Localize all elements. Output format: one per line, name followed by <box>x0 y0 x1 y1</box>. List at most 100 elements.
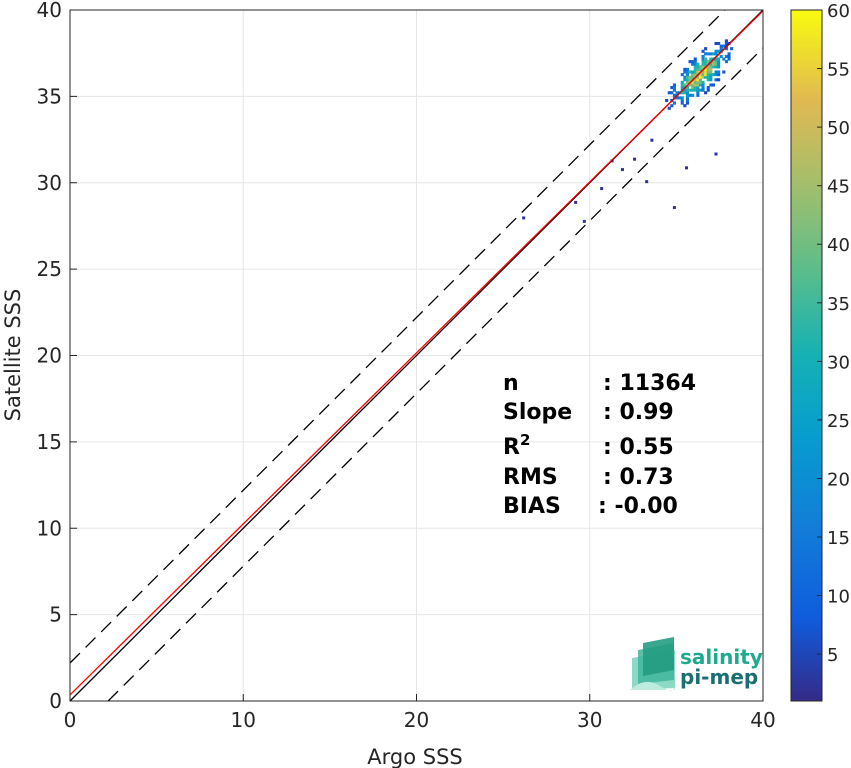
density-cell <box>685 101 690 105</box>
density-cell <box>709 70 713 74</box>
density-cell <box>706 78 710 82</box>
density-cell <box>719 44 723 48</box>
stat-value: : 11364 <box>603 371 696 396</box>
density-cell <box>633 157 637 161</box>
density-cell <box>704 70 708 74</box>
y-tick-label: 30 <box>37 171 62 195</box>
density-cell <box>672 88 677 92</box>
density-cell <box>698 67 702 71</box>
density-cell <box>665 98 669 103</box>
density-cell <box>706 52 710 56</box>
density-cloud <box>522 39 734 223</box>
density-cell <box>670 104 674 108</box>
density-cell <box>711 62 715 66</box>
density-cell <box>693 73 697 77</box>
y-tick-label: 35 <box>37 84 62 108</box>
density-cell <box>691 70 695 74</box>
density-cell <box>696 93 700 97</box>
density-cell <box>672 93 677 97</box>
logo-waves-icon <box>630 637 675 691</box>
density-cell <box>701 73 705 77</box>
stat-value: : 0.73 <box>603 465 674 490</box>
density-cell <box>685 98 690 103</box>
colorbar-tick-label: 5 <box>827 645 838 666</box>
x-tick-label: 0 <box>64 708 77 732</box>
stat-value: : -0.00 <box>598 494 678 519</box>
density-cell <box>685 70 690 74</box>
y-tick-label: 15 <box>37 430 62 454</box>
density-cell <box>688 93 692 97</box>
y-axis-label: Satellite SSS <box>1 289 25 422</box>
density-cell <box>600 187 604 191</box>
density-cell <box>714 78 718 82</box>
density-cell <box>688 70 692 74</box>
density-cell <box>685 93 690 97</box>
y-tick-label: 20 <box>37 344 62 368</box>
colorbar-tick-label: 50 <box>827 118 850 139</box>
colorbar-tick-label: 60 <box>827 1 850 22</box>
density-cell <box>714 73 718 77</box>
density-cell <box>672 86 677 90</box>
dashed-bound-line <box>107 47 764 702</box>
density-cell <box>706 70 710 74</box>
density-cell <box>727 57 731 61</box>
density-cell <box>714 41 718 46</box>
density-cell <box>683 70 687 74</box>
density-cell <box>645 180 649 184</box>
density-cell <box>667 91 671 95</box>
density-cell <box>704 47 708 51</box>
density-cell <box>724 60 728 64</box>
density-cell <box>685 73 690 77</box>
density-cell <box>709 83 713 87</box>
density-cell <box>670 86 674 90</box>
colorbar-tick-label: 55 <box>827 60 850 81</box>
density-cell <box>672 83 677 87</box>
y-tick-label: 25 <box>37 257 62 281</box>
density-cell <box>667 106 671 110</box>
colorbar-tick-label: 10 <box>827 587 850 608</box>
density-cell <box>693 57 697 61</box>
density-cell <box>696 88 700 92</box>
density-cell <box>693 60 697 64</box>
density-cell <box>701 54 705 59</box>
density-cell <box>680 98 684 103</box>
density-cell <box>717 57 721 61</box>
density-cell <box>693 62 697 66</box>
density-cell <box>683 83 687 87</box>
density-cell <box>706 88 710 92</box>
density-cell <box>650 138 654 142</box>
density-cell <box>620 168 624 172</box>
density-cell <box>698 75 702 79</box>
density-cell <box>688 88 692 92</box>
density-cell <box>722 70 726 74</box>
density-cell <box>717 73 721 77</box>
density-cell <box>717 41 721 46</box>
density-cell <box>701 60 705 64</box>
colorbar-gradient <box>790 9 823 702</box>
density-cell <box>701 57 705 61</box>
density-cell <box>706 86 710 90</box>
density-cell <box>704 75 708 79</box>
density-cell <box>693 67 697 71</box>
stat-label: R2 <box>503 431 530 460</box>
y-tick-label: 0 <box>49 689 62 713</box>
density-cell <box>696 78 700 82</box>
density-cell <box>711 60 715 64</box>
y-tick-label: 10 <box>37 516 62 540</box>
density-cell <box>691 62 695 66</box>
density-cell <box>574 200 578 204</box>
density-cell <box>693 65 697 69</box>
regression-line <box>69 10 764 696</box>
density-cell <box>722 57 726 61</box>
density-cell <box>706 75 710 79</box>
density-cell <box>706 60 710 64</box>
density-cell <box>714 62 718 66</box>
density-cell <box>683 88 687 92</box>
density-cell <box>693 70 697 74</box>
density-cell <box>693 78 697 82</box>
y-axis-ticks: 0 5 10 15 20 25 30 35 40 <box>37 0 77 713</box>
density-cell <box>714 57 718 61</box>
density-cell <box>724 41 728 46</box>
density-cell <box>701 62 705 66</box>
density-cell <box>680 86 684 90</box>
